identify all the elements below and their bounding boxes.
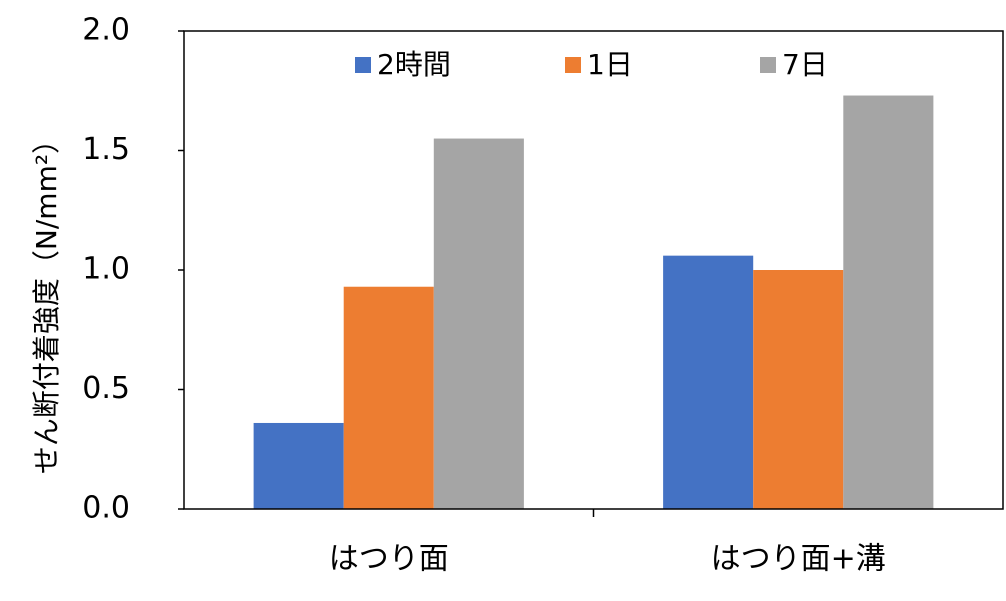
y-tick-label: 1.5 (82, 132, 130, 167)
y-tick-label: 0.5 (82, 371, 130, 406)
bar (663, 255, 754, 509)
legend-label: 7日 (782, 48, 828, 81)
x-tick-label: はつり面 (329, 542, 449, 577)
plot-frame (183, 30, 1004, 510)
bar (343, 286, 434, 509)
legend-label: 2時間 (377, 48, 451, 81)
bar (753, 270, 844, 509)
bar (253, 422, 344, 509)
y-tick-label: 1.0 (82, 252, 130, 287)
y-tick-label: 0.0 (82, 491, 130, 526)
legend-label: 1日 (587, 48, 633, 81)
legend-swatch (355, 57, 371, 73)
legend-swatch (760, 57, 776, 73)
y-axis-label: せん断付着強度（N/mm²） (30, 126, 63, 474)
bar (843, 95, 934, 509)
bar (433, 138, 524, 510)
y-tick-label: 2.0 (82, 13, 130, 48)
legend-swatch (565, 57, 581, 73)
x-tick-label: はつり面+溝 (711, 542, 886, 577)
